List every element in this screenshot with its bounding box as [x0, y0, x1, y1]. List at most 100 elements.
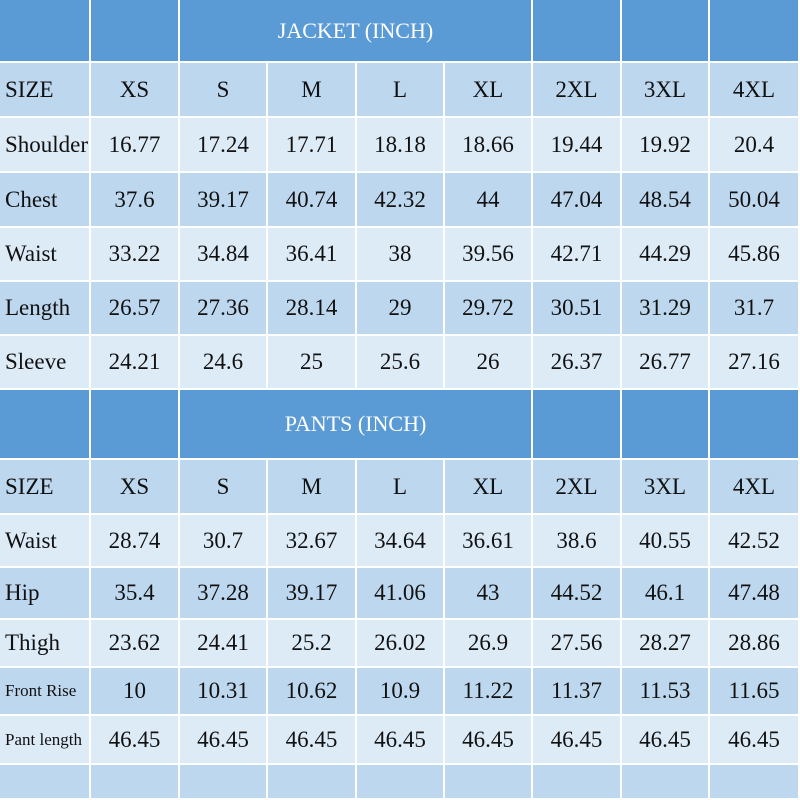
row-label: Chest — [0, 173, 91, 228]
header-cell: 3XL — [622, 63, 710, 118]
measurement-cell: 25.2 — [268, 620, 357, 668]
measurement-cell: 31.7 — [710, 282, 800, 336]
blank-cell — [533, 765, 622, 800]
title-blank-cell — [710, 390, 800, 460]
section-title: PANTS (INCH) — [180, 390, 533, 460]
title-blank-cell — [622, 390, 710, 460]
title-blank-cell — [622, 0, 710, 63]
measurement-cell: 11.37 — [533, 668, 622, 716]
measurement-cell: 10.9 — [357, 668, 445, 716]
blank-cell — [91, 765, 180, 800]
title-blank-cell — [0, 0, 91, 63]
measurement-cell: 32.67 — [268, 515, 357, 568]
measurement-cell: 46.45 — [622, 716, 710, 765]
measurement-cell: 39.56 — [445, 228, 533, 282]
measurement-cell: 47.04 — [533, 173, 622, 228]
measurement-cell: 19.44 — [533, 118, 622, 173]
header-cell: SIZE — [0, 63, 91, 118]
measurement-cell: 38 — [357, 228, 445, 282]
measurement-cell: 36.61 — [445, 515, 533, 568]
header-cell: 4XL — [710, 460, 800, 515]
measurement-cell: 46.45 — [268, 716, 357, 765]
blank-cell — [622, 765, 710, 800]
measurement-cell: 25 — [268, 336, 357, 390]
blank-cell — [710, 765, 800, 800]
header-cell: M — [268, 460, 357, 515]
header-cell: XS — [91, 63, 180, 118]
blank-cell — [0, 765, 91, 800]
measurement-cell: 46.45 — [533, 716, 622, 765]
measurement-cell: 24.21 — [91, 336, 180, 390]
measurement-cell: 42.52 — [710, 515, 800, 568]
measurement-cell: 18.18 — [357, 118, 445, 173]
row-label: Hip — [0, 568, 91, 620]
measurement-cell: 46.1 — [622, 568, 710, 620]
measurement-cell: 33.22 — [91, 228, 180, 282]
measurement-cell: 10.62 — [268, 668, 357, 716]
title-blank-cell — [710, 0, 800, 63]
measurement-cell: 11.65 — [710, 668, 800, 716]
measurement-cell: 24.6 — [180, 336, 268, 390]
measurement-cell: 18.66 — [445, 118, 533, 173]
measurement-cell: 40.55 — [622, 515, 710, 568]
measurement-cell: 39.17 — [180, 173, 268, 228]
measurement-cell: 47.48 — [710, 568, 800, 620]
measurement-cell: 42.71 — [533, 228, 622, 282]
row-label: Thigh — [0, 620, 91, 668]
measurement-cell: 19.92 — [622, 118, 710, 173]
measurement-cell: 46.45 — [710, 716, 800, 765]
row-label: Waist — [0, 515, 91, 568]
measurement-cell: 27.36 — [180, 282, 268, 336]
measurement-cell: 30.51 — [533, 282, 622, 336]
title-blank-cell — [91, 390, 180, 460]
measurement-cell: 31.29 — [622, 282, 710, 336]
measurement-cell: 30.7 — [180, 515, 268, 568]
row-label: Waist — [0, 228, 91, 282]
measurement-cell: 28.27 — [622, 620, 710, 668]
measurement-cell: 29.72 — [445, 282, 533, 336]
header-cell: S — [180, 63, 268, 118]
measurement-cell: 42.32 — [357, 173, 445, 228]
measurement-cell: 34.84 — [180, 228, 268, 282]
measurement-cell: 28.74 — [91, 515, 180, 568]
header-cell: XL — [445, 63, 533, 118]
title-blank-cell — [0, 390, 91, 460]
measurement-cell: 43 — [445, 568, 533, 620]
header-cell: 4XL — [710, 63, 800, 118]
measurement-cell: 46.45 — [180, 716, 268, 765]
measurement-cell: 37.28 — [180, 568, 268, 620]
section-title: JACKET (INCH) — [180, 0, 533, 63]
measurement-cell: 29 — [357, 282, 445, 336]
measurement-cell: 27.16 — [710, 336, 800, 390]
measurement-cell: 17.71 — [268, 118, 357, 173]
measurement-cell: 44.52 — [533, 568, 622, 620]
measurement-cell: 39.17 — [268, 568, 357, 620]
measurement-cell: 46.45 — [91, 716, 180, 765]
measurement-cell: 26 — [445, 336, 533, 390]
header-cell: 3XL — [622, 460, 710, 515]
measurement-cell: 10 — [91, 668, 180, 716]
measurement-cell: 17.24 — [180, 118, 268, 173]
row-label: Front Rise — [0, 668, 91, 716]
header-cell: 2XL — [533, 460, 622, 515]
measurement-cell: 11.53 — [622, 668, 710, 716]
measurement-cell: 46.45 — [357, 716, 445, 765]
measurement-cell: 50.04 — [710, 173, 800, 228]
blank-cell — [445, 765, 533, 800]
measurement-cell: 35.4 — [91, 568, 180, 620]
header-cell: 2XL — [533, 63, 622, 118]
measurement-cell: 38.6 — [533, 515, 622, 568]
header-cell: L — [357, 460, 445, 515]
blank-cell — [268, 765, 357, 800]
measurement-cell: 24.41 — [180, 620, 268, 668]
title-blank-cell — [533, 0, 622, 63]
measurement-cell: 36.41 — [268, 228, 357, 282]
header-cell: XL — [445, 460, 533, 515]
measurement-cell: 40.74 — [268, 173, 357, 228]
row-label: Length — [0, 282, 91, 336]
measurement-cell: 44 — [445, 173, 533, 228]
header-cell: S — [180, 460, 268, 515]
measurement-cell: 28.14 — [268, 282, 357, 336]
measurement-cell: 26.57 — [91, 282, 180, 336]
